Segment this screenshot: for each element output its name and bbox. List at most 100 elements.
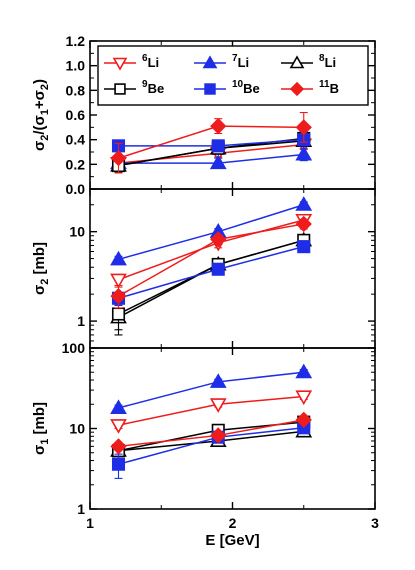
data-point	[295, 411, 312, 429]
legend-mass: 7	[232, 53, 238, 64]
data-point	[110, 438, 127, 455]
series-line	[118, 223, 304, 297]
y-tick-label: 0.0	[66, 181, 86, 197]
data-point	[111, 307, 126, 321]
data-point	[110, 273, 127, 289]
series-8Li	[110, 422, 313, 457]
y-tick-label: 1.2	[66, 33, 86, 49]
legend-label: 9Be	[142, 79, 164, 96]
series-line	[118, 371, 304, 409]
data-point	[211, 139, 225, 153]
legend-mass: 8	[319, 53, 325, 64]
y-axis-title-subscript: 2	[39, 84, 51, 90]
legend-mass: 6	[142, 53, 148, 64]
y-axis-title: σ2 [mb]	[31, 242, 51, 295]
data-point	[110, 150, 127, 167]
y-tick-label: 1.0	[66, 58, 86, 74]
legend-mass: 11	[319, 79, 330, 90]
legend-label: 10Be	[232, 79, 260, 96]
series-6Li	[110, 390, 313, 434]
y-axis-title: σ2/(σ1+σ2)	[31, 79, 51, 151]
series-11B	[110, 215, 312, 309]
panel-top: 0.00.20.40.60.81.01.2σ2/(σ1+σ2)	[31, 33, 376, 197]
legend-label: 6Li	[142, 53, 159, 70]
y-axis-title-text: /(σ	[31, 115, 48, 134]
legend-mass: 9	[142, 79, 148, 90]
legend-element: Li	[325, 55, 337, 70]
data-point	[297, 240, 311, 254]
y-tick-label: 0.4	[66, 132, 86, 148]
x-axis-title: E [GeV]	[205, 532, 259, 549]
series-line	[118, 153, 304, 164]
y-axis-title-subscript: 1	[39, 109, 51, 115]
legend-element: Be	[243, 81, 260, 96]
legend-entry-7Li: 7Li	[194, 53, 249, 70]
y-axis-title: σ1 [mb]	[31, 402, 51, 455]
series-line	[118, 137, 304, 167]
series-line	[118, 204, 304, 261]
legend-element: B	[330, 81, 339, 96]
series-10Be	[111, 421, 311, 479]
legend-mass: 10	[232, 79, 244, 90]
y-axis-title-text: σ	[31, 285, 48, 295]
y-tick-label: 1	[77, 313, 85, 329]
data-point	[210, 231, 227, 248]
legend-marker	[204, 83, 216, 95]
data-point	[110, 399, 127, 415]
series-line	[118, 245, 304, 299]
y-tick-label: 10	[69, 421, 85, 437]
legend-marker	[112, 57, 128, 71]
legend-label: 7Li	[232, 53, 249, 70]
series-7Li	[110, 196, 313, 266]
legend-marker	[114, 83, 126, 95]
y-axis-title-text: +σ	[31, 90, 48, 109]
data-point	[209, 398, 227, 413]
y-axis-title-text: σ	[31, 445, 48, 455]
legend-label: 11B	[319, 79, 339, 96]
data-point	[295, 390, 313, 406]
x-tick-label: 3	[371, 515, 379, 531]
y-axis-title-text: [mb]	[31, 402, 48, 439]
data-point	[295, 119, 312, 136]
panel-frame	[89, 188, 376, 349]
y-tick-label: 10	[69, 224, 85, 240]
data-point	[110, 250, 127, 266]
x-tick-label: 2	[229, 515, 237, 531]
legend-element: Li	[148, 55, 160, 70]
y-tick-label: 1	[77, 501, 85, 517]
legend-entry-10Be: 10Be	[194, 79, 260, 96]
panel-frame	[89, 347, 376, 510]
data-point	[295, 215, 312, 233]
y-tick-label: 0.2	[66, 156, 86, 172]
y-tick-label: 0.8	[66, 82, 86, 98]
legend-label: 8Li	[319, 53, 336, 70]
x-tick-label: 1	[86, 515, 94, 531]
legend-marker	[202, 55, 218, 69]
data-point	[209, 373, 227, 388]
series-10Be	[111, 240, 311, 306]
series-6Li	[110, 138, 313, 172]
legend-marker	[289, 55, 305, 69]
legend-element: Li	[238, 55, 250, 70]
series-9Be	[111, 131, 311, 173]
y-axis-title-text: )	[31, 79, 48, 84]
legend-marker	[289, 81, 305, 97]
legend-entry-6Li: 6Li	[104, 53, 159, 71]
data-point	[209, 154, 227, 170]
data-point	[295, 363, 313, 379]
series-11B	[110, 111, 312, 174]
series-8Li	[110, 231, 313, 336]
series-line	[118, 430, 304, 452]
legend-entry-9Be: 9Be	[104, 79, 164, 96]
y-axis-title-subscript: 2	[39, 279, 51, 285]
data-point	[111, 457, 126, 471]
legend-box	[97, 45, 369, 106]
y-axis-title-text: [mb]	[31, 242, 48, 279]
legend-element: Be	[148, 81, 165, 96]
legend-entry-8Li: 8Li	[281, 53, 336, 70]
legend-entry-11B: 11B	[281, 79, 339, 97]
data-point	[110, 419, 127, 434]
data-point	[210, 427, 227, 444]
data-point	[211, 262, 225, 276]
